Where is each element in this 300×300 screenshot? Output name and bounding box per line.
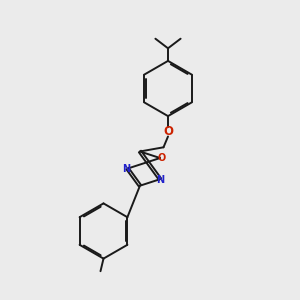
Text: N: N — [122, 164, 130, 174]
Text: O: O — [163, 125, 173, 138]
Text: O: O — [157, 153, 165, 163]
Text: N: N — [156, 176, 164, 185]
